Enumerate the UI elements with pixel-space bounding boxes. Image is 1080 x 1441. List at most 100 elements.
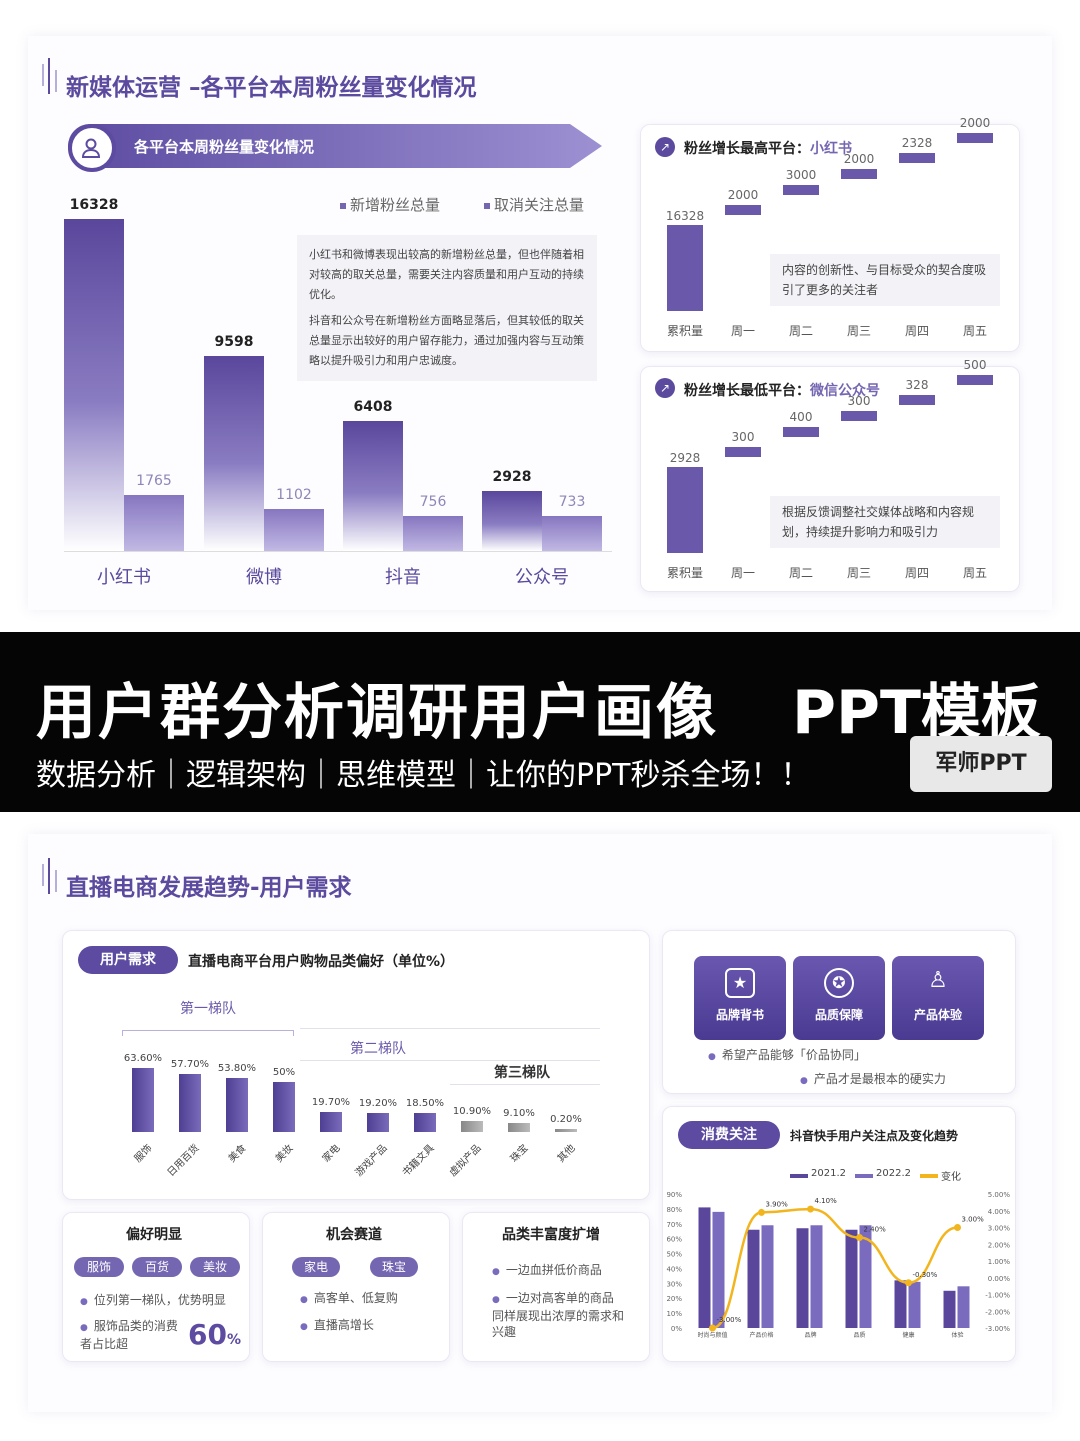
x-label: 品牌 <box>804 1331 816 1339</box>
y2-tick: 2.00% <box>988 1241 1011 1249</box>
bar-unfollow <box>542 516 602 551</box>
waterfall-label: 周四 <box>904 566 930 580</box>
waterfall-bar <box>899 153 935 163</box>
y-tick: 30% <box>666 1280 682 1288</box>
waterfall-bar <box>841 411 877 421</box>
category-value: 19.70% <box>311 1097 351 1109</box>
category-value: 63.60% <box>123 1053 163 1064</box>
bar-new <box>482 491 542 551</box>
card-title: 品类丰富度扩增 <box>502 1227 600 1243</box>
trend-combo-chart: 90%80%70%60%50%40%30%20%10%0%5.00%4.00%3… <box>666 1191 1011 1339</box>
category-bar <box>508 1122 530 1132</box>
slide1-title: 新媒体运营 –各平台本周粉丝量变化情况 <box>66 75 477 101</box>
brand-badge: 军师PPT <box>910 736 1052 792</box>
waterfall-bar <box>783 185 819 195</box>
y2-tick: 4.00% <box>988 1208 1011 1216</box>
waterfall-label: 周二 <box>788 566 814 580</box>
card-quality: ✪ 品质保障 <box>793 956 885 1040</box>
x-label: 品质 <box>853 1331 865 1339</box>
trend-chart-title: 抖音快手用户关注点及变化趋势 <box>790 1129 959 1143</box>
bar-unfollow <box>403 515 463 551</box>
waterfall-value: 3000 <box>785 168 817 182</box>
waterfall-value: 300 <box>731 430 755 444</box>
card-title: 机会赛道 <box>326 1227 382 1243</box>
category-bar <box>555 1129 577 1132</box>
tier-bracket <box>122 1030 294 1036</box>
tag-general: 百货 <box>132 1257 182 1277</box>
icon-bullet: 产品才是最根本的硬实力 <box>800 1071 946 1089</box>
y-tick: 90% <box>666 1191 682 1199</box>
note-paragraph: 抖音和公众号在新增粉丝方面略显落后，但其较低的取关总量显示出较好的用户留存能力，… <box>309 314 584 367</box>
legend-label: 变化 <box>941 1172 961 1183</box>
value-new: 16328 <box>69 197 119 213</box>
big-percent: 60% <box>188 1318 241 1351</box>
waterfall-value: 2000 <box>843 152 875 166</box>
waterfall-bar <box>667 467 703 553</box>
change-label: -3.00% <box>717 1316 742 1324</box>
bar-2021 <box>894 1280 907 1328</box>
y2-tick: 5.00% <box>988 1191 1011 1199</box>
card-experience: ♙ 产品体验 <box>892 956 984 1040</box>
icon-label: 产品体验 <box>913 1008 962 1022</box>
bar-2021 <box>698 1207 711 1328</box>
category-label: 公众号 <box>515 567 569 588</box>
legend-swatch <box>790 1174 808 1178</box>
waterfall-label: 周四 <box>904 324 930 338</box>
bar-2021 <box>943 1290 956 1328</box>
bar-2022 <box>957 1286 970 1328</box>
value-unfollow: 756 <box>419 493 447 510</box>
legend-unfollow: 取消关注总量 <box>484 194 584 215</box>
demand-pill: 用户需求 <box>78 946 178 974</box>
card-bullet: 一边对高客单的商品同样展现出浓厚的需求和兴趣 <box>492 1290 624 1340</box>
baseline <box>64 551 612 552</box>
change-point <box>758 1208 765 1216</box>
change-point <box>709 1324 716 1332</box>
title-accent <box>42 64 44 86</box>
consumption-pill: 消费关注 <box>678 1121 780 1149</box>
title-accent <box>55 870 57 892</box>
category-value: 57.70% <box>170 1058 210 1070</box>
note-paragraph: 小红书和微博表现出较高的新增粉丝总量，但也伴随着相对较高的取关总量，需要关注内容… <box>309 248 584 301</box>
category-bar <box>273 1081 295 1132</box>
title-accent <box>48 58 50 94</box>
value-unfollow: 1765 <box>136 473 172 490</box>
card-bullet: 高客单、低复购 <box>300 1290 398 1308</box>
analysis-note: 小红书和微博表现出较高的新增粉丝总量，但也伴随着相对较高的取关总量，需要关注内容… <box>297 235 597 381</box>
waterfall-value: 328 <box>905 378 929 392</box>
legend-label: 2022.2 <box>876 1168 911 1179</box>
waterfall-bar <box>725 447 761 457</box>
bar-new <box>64 219 124 551</box>
waterfall-value: 2328 <box>901 136 933 150</box>
value-new: 2928 <box>492 469 532 486</box>
y-tick: 20% <box>666 1295 682 1303</box>
card-opportunity <box>262 1212 450 1362</box>
category-chart-title: 直播电商平台用户购物品类偏好（单位%） <box>188 954 455 970</box>
category-value: 18.50% <box>405 1098 445 1110</box>
waterfall-label: 周一 <box>730 566 756 580</box>
change-label: 3.00% <box>962 1216 985 1224</box>
title-accent <box>55 70 57 92</box>
change-line <box>712 1207 958 1330</box>
medal-icon: ✪ <box>824 968 854 998</box>
waterfall-bar <box>667 225 703 311</box>
category-label: 抖音 <box>385 567 421 588</box>
y-tick: 60% <box>666 1236 682 1244</box>
category-value: 53.80% <box>217 1062 257 1074</box>
slide2-title: 直播电商发展趋势-用户需求 <box>66 875 352 901</box>
tier-line <box>300 1028 600 1029</box>
legend-new: 新增粉丝总量 <box>340 194 440 215</box>
waterfall-label: 累积量 <box>666 566 704 580</box>
waterfall-bar <box>899 395 935 405</box>
waterfall-value: 2000 <box>727 188 759 202</box>
waterfall-value: 500 <box>963 358 987 372</box>
tier-2: 第二梯队 <box>350 1041 406 1057</box>
panel-category <box>62 930 650 1200</box>
legend-swatch <box>855 1174 873 1178</box>
change-point <box>856 1234 863 1242</box>
icon-label: 品牌背书 <box>715 1008 764 1022</box>
highest-title: 粉丝增长最高平台：小红书 <box>684 141 852 157</box>
card-brand: ★ 品牌背书 <box>694 956 786 1040</box>
category-bar <box>179 1073 201 1132</box>
bar-2022 <box>761 1225 774 1328</box>
category-bar <box>226 1077 248 1132</box>
